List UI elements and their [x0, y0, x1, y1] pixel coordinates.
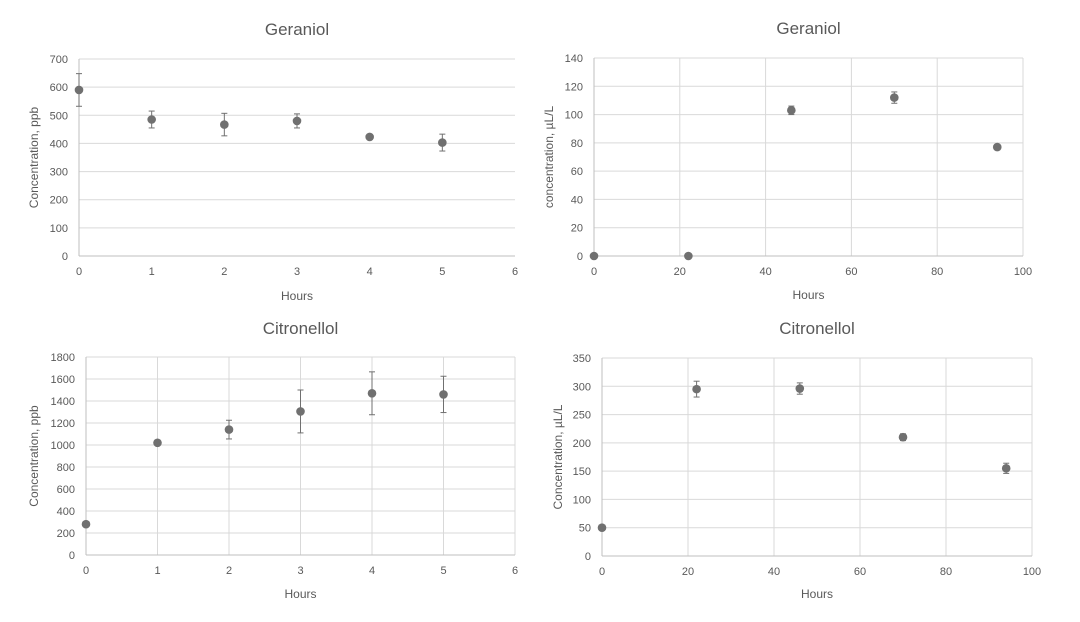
chart-panel-3: Citronellol 0 200 400 600 800 1000 1200 1400 1600…: [27, 319, 518, 601]
data-point: [292, 116, 302, 126]
y-tick-label: 600: [50, 82, 68, 94]
x-tick-label: 100: [1023, 566, 1041, 578]
x-tick-label: 0: [591, 266, 597, 278]
data-point: [365, 132, 374, 142]
x-tick-label: 6: [512, 266, 518, 278]
x-tick-label: 2: [226, 565, 232, 577]
data-point: [787, 106, 796, 115]
x-axis-label: Hours: [284, 587, 316, 601]
data-point: [589, 251, 599, 261]
y-tick-label: 140: [565, 53, 583, 65]
chart-panel-1: Geraniol 0 100 200 300 400 500 600 700 0 1 2 3 4 5 6 Hou…: [27, 20, 518, 303]
x-tick-label: 40: [759, 266, 771, 278]
x-tick-label: 2: [221, 266, 227, 278]
data-point: [597, 523, 607, 533]
x-tick-label: 80: [940, 566, 952, 578]
x-tick-label: 60: [854, 566, 866, 578]
x-tick-label: 0: [83, 565, 89, 577]
data-point: [81, 519, 91, 529]
x-axis-label: Hours: [281, 289, 313, 303]
y-tick-label: 0: [62, 251, 68, 263]
chart-title: Citronellol: [779, 319, 855, 338]
y-tick-label: 20: [571, 223, 583, 235]
y-axis-label: concentration, µL/L: [542, 106, 556, 209]
y-tick-label: 600: [57, 484, 75, 496]
y-tick-label: 0: [69, 550, 75, 562]
y-tick-label: 400: [50, 138, 68, 150]
y-tick-label: 200: [57, 528, 75, 540]
data-point: [684, 251, 693, 261]
y-tick-label: 0: [577, 251, 583, 263]
data-point: [439, 390, 448, 399]
data-point: [890, 93, 899, 102]
y-tick-label: 350: [573, 353, 591, 365]
x-tick-label: 3: [297, 565, 303, 577]
data-point: [74, 85, 84, 95]
data-point: [367, 389, 377, 398]
chart-panel-2: Geraniol 0 20 40 60 80 100 120 140 0 20 40 60 80 100 Ho…: [542, 19, 1032, 302]
y-axis-label: Concentration, ppb: [27, 405, 41, 507]
x-tick-label: 5: [439, 266, 445, 278]
y-tick-label: 60: [571, 166, 583, 178]
y-tick-label: 120: [565, 81, 583, 93]
y-tick-label: 100: [50, 223, 68, 235]
data-point: [992, 142, 1002, 152]
x-tick-label: 1: [154, 565, 160, 577]
chart-title: Geraniol: [265, 20, 329, 39]
y-tick-label: 100: [573, 494, 591, 506]
x-tick-label: 20: [674, 266, 686, 278]
x-tick-label: 20: [682, 566, 694, 578]
data-point: [220, 120, 229, 129]
x-tick-label: 5: [440, 565, 446, 577]
y-tick-label: 50: [579, 523, 591, 535]
x-tick-label: 4: [367, 266, 373, 278]
chart-panel-4: Citronellol 0 50 100 150 200 250 300 350 0 20 40 60 8…: [551, 319, 1041, 601]
data-point: [1001, 464, 1011, 473]
y-tick-label: 800: [57, 462, 75, 474]
x-tick-label: 40: [768, 566, 780, 578]
y-axis-label: Concentration, ppb: [27, 106, 41, 208]
x-tick-label: 80: [931, 266, 943, 278]
y-tick-label: 1200: [51, 418, 75, 430]
y-tick-label: 700: [50, 54, 68, 66]
data-point: [795, 384, 805, 393]
x-tick-label: 1: [149, 266, 155, 278]
y-tick-label: 500: [50, 110, 68, 122]
y-tick-label: 1800: [51, 352, 75, 364]
data-point: [438, 138, 447, 147]
y-tick-label: 400: [57, 506, 75, 518]
data-point: [296, 407, 305, 416]
y-tick-label: 80: [571, 138, 583, 150]
y-tick-label: 150: [573, 466, 591, 478]
y-axis-label: Concentration, µL/L: [551, 404, 565, 509]
chart-title: Citronellol: [263, 319, 339, 338]
y-tick-label: 300: [50, 167, 68, 179]
data-point: [224, 425, 234, 434]
x-tick-label: 4: [369, 565, 375, 577]
chart-title: Geraniol: [776, 19, 840, 38]
y-tick-label: 250: [573, 410, 591, 422]
data-point: [898, 432, 908, 442]
x-tick-label: 100: [1014, 266, 1032, 278]
data-point: [147, 115, 156, 124]
data-point: [153, 438, 162, 448]
x-tick-label: 0: [599, 566, 605, 578]
y-tick-label: 40: [571, 194, 583, 206]
y-tick-label: 200: [573, 438, 591, 450]
y-tick-label: 200: [50, 195, 68, 207]
y-tick-label: 1400: [51, 396, 75, 408]
y-tick-label: 1600: [51, 374, 75, 386]
y-tick-label: 1000: [51, 440, 75, 452]
data-point: [692, 384, 701, 394]
y-tick-label: 300: [573, 381, 591, 393]
x-tick-label: 6: [512, 565, 518, 577]
x-tick-label: 0: [76, 266, 82, 278]
x-axis-label: Hours: [801, 587, 833, 601]
x-tick-label: 3: [294, 266, 300, 278]
x-tick-label: 60: [845, 266, 857, 278]
x-axis-label: Hours: [792, 288, 824, 302]
y-tick-label: 100: [565, 110, 583, 122]
y-tick-label: 0: [585, 551, 591, 563]
